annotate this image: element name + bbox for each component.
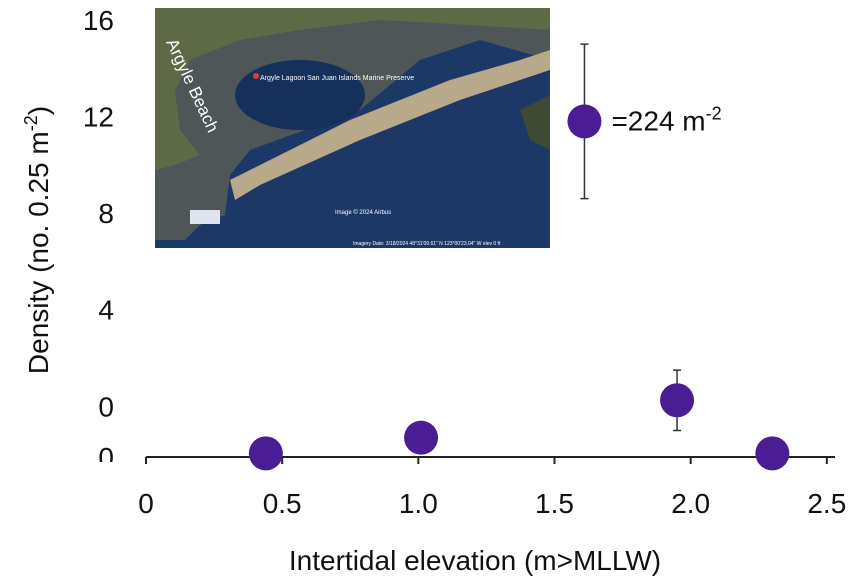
- lagoon: [235, 60, 365, 130]
- point: [248, 436, 283, 471]
- x-axis-label: Intertidal elevation (m>MLLW): [289, 545, 661, 576]
- y-tick-label: 0: [98, 391, 114, 422]
- x-tick-label: 0.5: [263, 488, 302, 519]
- point: [567, 104, 602, 139]
- y-label-text: Density (no. 0.25 m: [23, 131, 54, 374]
- spit: [230, 50, 550, 200]
- pin: [253, 73, 259, 79]
- y-label-sup: -2: [21, 115, 41, 131]
- annotation-text: =224 m: [611, 105, 705, 136]
- y-tick-label: 12: [83, 102, 114, 133]
- annotation-sup: -2: [706, 103, 722, 123]
- point: [660, 383, 695, 418]
- x-tick-label: 0: [138, 488, 154, 519]
- x-tick-label: 2.5: [807, 488, 846, 519]
- x-tick-label: 1.0: [399, 488, 438, 519]
- x-tick-label: 2.0: [671, 488, 710, 519]
- y-tick-label: 0: [98, 442, 114, 473]
- annotation: =224 m-2: [611, 103, 721, 136]
- y-label-suffix: ): [23, 106, 54, 115]
- y-tick-label: 16: [83, 5, 114, 36]
- credit: Image © 2024 Airbus: [335, 209, 391, 216]
- inset-image: Argyle Lagoon San Juan Islands Marine Pr…: [155, 8, 550, 248]
- place-label: Argyle Lagoon San Juan Islands Marine Pr…: [260, 75, 414, 82]
- land-north: [155, 8, 550, 170]
- point: [404, 420, 439, 455]
- y-tick-label: 8: [98, 198, 114, 229]
- island: [520, 95, 550, 150]
- x-tick-label: 1.5: [535, 488, 574, 519]
- dock: [190, 210, 220, 224]
- y-tick-label: 4: [98, 295, 114, 326]
- y-ticks: 0 0 4 8 12 16: [83, 5, 114, 473]
- imagery-info: Imagery Date: 3/18/2024 48°31'09.61" N 1…: [353, 241, 501, 247]
- point: [755, 436, 790, 471]
- y-axis-label: Density (no. 0.25 m-2): [21, 106, 54, 374]
- land: [155, 8, 550, 240]
